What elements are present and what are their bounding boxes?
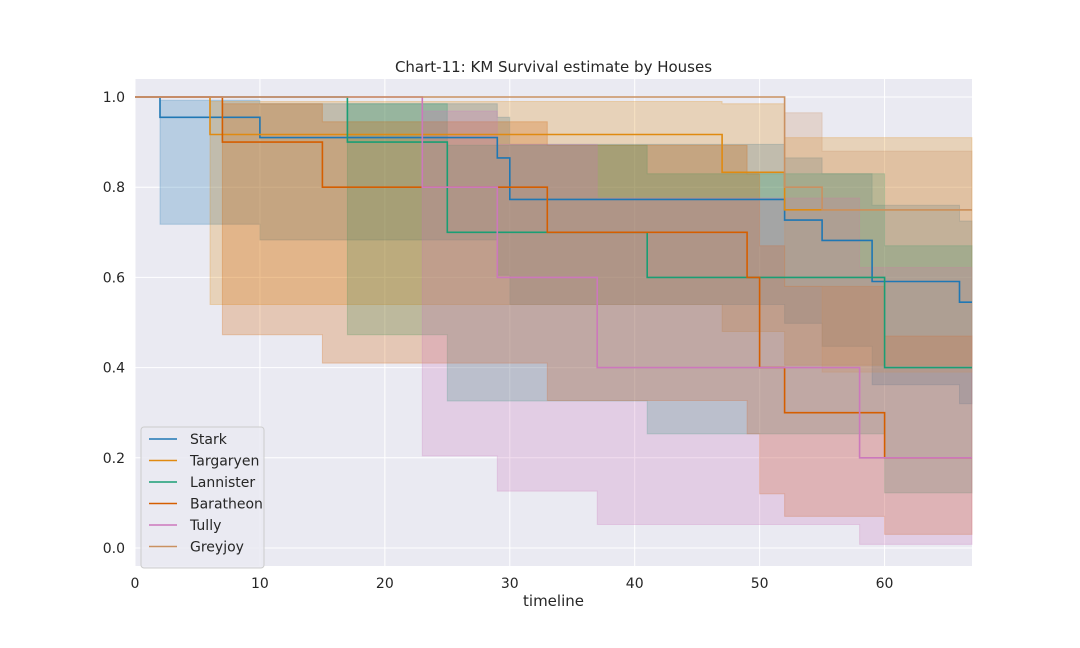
y-axis-ticks: 0.0 0.2 0.4 0.6 0.8 1.0: [103, 90, 125, 557]
y-tick-label: 1.0: [103, 90, 125, 106]
x-axis-label: timeline: [523, 592, 584, 610]
legend-label-tully: Tully: [189, 518, 221, 534]
legend: Stark Targaryen Lannister Baratheon Tully Gre…: [140, 426, 265, 569]
y-tick-label: 0.8: [103, 180, 125, 196]
ci-band-targaryen: [135, 96, 973, 366]
survival-curves: [135, 96, 972, 459]
plot-background: [135, 79, 972, 566]
x-tick-label: 50: [751, 576, 769, 592]
y-tick-label: 0.2: [103, 451, 125, 467]
ci-band-lannister: [135, 96, 973, 494]
x-tick-label: 10: [251, 576, 269, 592]
survival-line-baratheon: [135, 96, 972, 459]
x-tick-label: 30: [501, 576, 519, 592]
y-tick-label: 0.4: [103, 361, 125, 377]
legend-label-targaryen: Targaryen: [189, 454, 259, 470]
x-tick-label: 40: [626, 576, 644, 592]
survival-line-greyjoy: [135, 96, 972, 211]
x-tick-label: 0: [131, 576, 140, 592]
legend-label-lannister: Lannister: [190, 475, 255, 491]
x-axis-ticks: 0 10 20 30 40 50 60: [131, 576, 894, 592]
ci-band-tully: [135, 96, 973, 545]
survival-line-stark: [135, 96, 972, 304]
ci-band-baratheon: [135, 96, 973, 535]
chart-title: Chart-11: KM Survival estimate by Houses: [395, 58, 712, 76]
legend-label-greyjoy: Greyjoy: [190, 540, 244, 556]
survival-line-targaryen: [135, 96, 972, 211]
survival-line-tully: [135, 96, 972, 459]
y-tick-label: 0.6: [103, 270, 125, 286]
confidence-bands: [135, 96, 973, 545]
x-tick-label: 20: [376, 576, 394, 592]
x-tick-label: 60: [876, 576, 894, 592]
legend-label-stark: Stark: [190, 432, 228, 448]
y-tick-label: 0.0: [103, 541, 125, 557]
legend-label-baratheon: Baratheon: [190, 497, 263, 513]
legend-box: [140, 426, 265, 569]
